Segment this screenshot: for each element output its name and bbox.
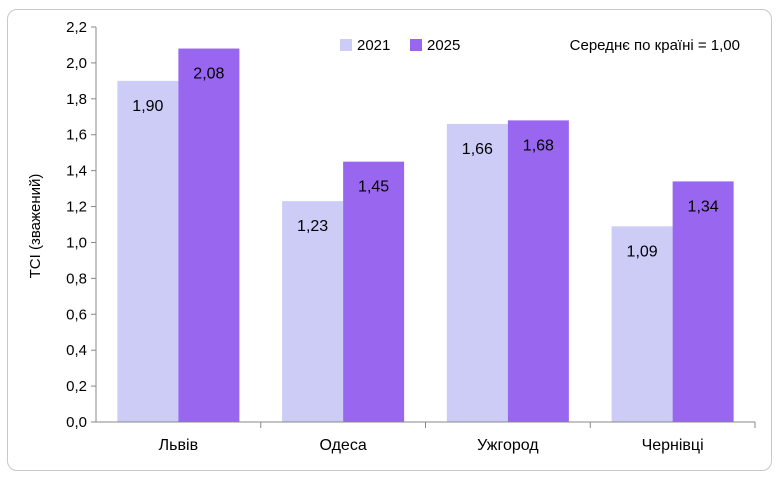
bar-2025-3 — [507, 120, 569, 422]
x-tick-label: Львів — [159, 437, 198, 454]
y-tick-label: 1,4 — [66, 163, 87, 180]
bar-2025-1 — [178, 48, 240, 422]
x-tick-label: Чернівці — [642, 437, 704, 454]
legend-swatch-2021 — [340, 39, 352, 51]
bar-2021-1 — [117, 80, 179, 422]
y-tick-label: 0,6 — [66, 306, 87, 323]
legend: 2021 2025 — [340, 37, 460, 54]
y-tick-label: 0,4 — [66, 342, 87, 359]
data-label: 1,09 — [627, 243, 658, 260]
y-tick-label: 0,8 — [66, 270, 87, 287]
y-axis-ticks: 0,0 0,2 0,4 0,6 0,8 1,0 1,2 1,4 1,6 1,8 2,0 2,2 — [66, 19, 96, 431]
y-tick-label: 1,2 — [66, 199, 87, 216]
data-label: 1,34 — [688, 198, 719, 215]
bar-2021-3 — [446, 123, 508, 423]
x-axis-labels: Львів Одеса Ужгород Чернівці — [159, 422, 756, 454]
chart-frame — [7, 9, 772, 471]
y-tick-label: 1,0 — [66, 234, 87, 251]
legend-label-2025: 2025 — [427, 37, 460, 54]
x-tick-label: Ужгород — [477, 437, 539, 454]
y-tick-label: 2,2 — [66, 19, 87, 36]
x-tick-label: Одеса — [320, 437, 367, 454]
legend-swatch-2025 — [410, 39, 422, 51]
bar-2021-4 — [611, 226, 673, 422]
bar-2021-2 — [282, 201, 344, 422]
bars: 1,90 2,08 1,23 1,45 1,66 1,68 1,09 1,34 — [117, 48, 734, 423]
data-label: 1,45 — [358, 179, 389, 196]
y-tick-label: 0,2 — [66, 378, 87, 395]
y-axis-title: TCI (зважений) — [27, 174, 44, 279]
data-label: 1,66 — [462, 141, 493, 158]
bar-2025-4 — [672, 181, 734, 422]
data-label: 2,08 — [193, 66, 224, 83]
y-tick-label: 1,6 — [66, 127, 87, 144]
data-label: 1,90 — [132, 98, 163, 115]
bar-2025-2 — [343, 161, 405, 422]
y-tick-label: 2,0 — [66, 55, 87, 72]
national-average-note: Середнє по країні = 1,00 — [570, 37, 740, 54]
y-tick-label: 1,8 — [66, 91, 87, 108]
legend-label-2021: 2021 — [357, 37, 390, 54]
data-label: 1,23 — [297, 218, 328, 235]
y-tick-label: 0,0 — [66, 414, 87, 431]
data-label: 1,68 — [523, 137, 554, 154]
